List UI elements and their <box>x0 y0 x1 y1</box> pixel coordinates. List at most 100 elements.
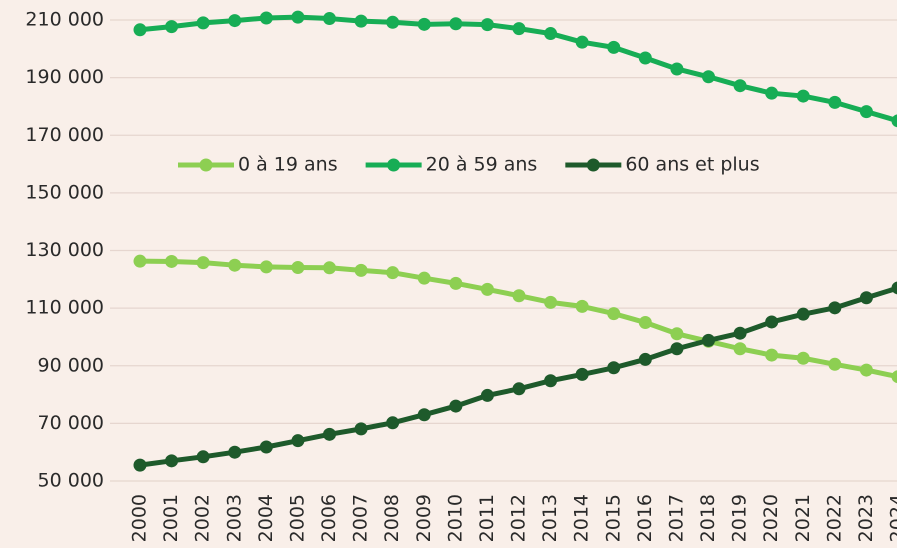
point <box>859 105 873 119</box>
point <box>859 291 873 305</box>
point <box>417 408 431 422</box>
point <box>228 445 242 459</box>
legend-marker <box>199 158 213 172</box>
point <box>638 51 652 65</box>
point <box>828 95 842 109</box>
point <box>386 416 400 430</box>
point <box>796 307 810 321</box>
point <box>449 17 463 31</box>
point <box>575 35 589 49</box>
point <box>386 15 400 29</box>
x-tick-label: 2021 <box>792 494 814 542</box>
point <box>259 260 273 274</box>
point <box>228 258 242 272</box>
point <box>702 70 715 84</box>
point <box>891 281 897 295</box>
point <box>165 254 179 268</box>
x-tick-label: 2020 <box>760 494 782 542</box>
x-tick-label: 2014 <box>571 494 593 542</box>
point <box>133 458 147 472</box>
point <box>796 89 810 103</box>
x-tick-label: 2012 <box>508 494 530 542</box>
y-tick-label: 210 000 <box>25 9 104 31</box>
point <box>417 271 431 285</box>
legend-label: 60 ans et plus <box>625 154 759 176</box>
x-tick-label: 2002 <box>192 494 214 542</box>
point <box>449 276 463 290</box>
point <box>638 352 652 366</box>
legend-label: 20 à 59 ans <box>426 154 538 176</box>
point <box>575 299 589 313</box>
x-tick-label: 2009 <box>413 494 435 542</box>
point <box>765 86 779 100</box>
x-tick-label: 2001 <box>160 494 182 542</box>
point <box>386 266 400 280</box>
point <box>670 327 684 341</box>
x-tick-label: 2018 <box>697 494 719 542</box>
point <box>733 79 747 93</box>
point <box>544 295 558 309</box>
point <box>165 454 179 468</box>
point <box>891 114 897 128</box>
point <box>228 14 242 28</box>
point <box>323 12 336 26</box>
point <box>480 388 494 402</box>
point <box>323 261 336 275</box>
point <box>638 316 652 330</box>
point <box>828 357 842 371</box>
point <box>449 399 463 413</box>
x-tick-label: 2004 <box>255 494 277 542</box>
point <box>891 370 897 384</box>
x-tick-label: 2008 <box>381 494 403 542</box>
point <box>165 20 179 34</box>
x-tick-label: 2000 <box>129 494 151 542</box>
point <box>796 351 810 365</box>
x-tick-label: 2005 <box>286 494 308 542</box>
y-tick-label: 70 000 <box>38 412 104 434</box>
x-tick-label: 2017 <box>665 494 687 542</box>
x-tick-label: 2007 <box>350 494 372 542</box>
x-tick-label: 2013 <box>539 494 561 542</box>
legend-label: 0 à 19 ans <box>238 154 338 176</box>
x-tick-label: 2019 <box>729 494 751 542</box>
point <box>544 374 558 388</box>
point <box>480 282 494 296</box>
point <box>259 11 273 25</box>
x-tick-label: 2003 <box>223 494 245 542</box>
point <box>859 363 873 377</box>
legend-marker <box>586 158 600 172</box>
point <box>544 27 558 41</box>
point <box>133 23 147 37</box>
y-tick-label: 110 000 <box>25 297 104 319</box>
point <box>765 315 779 329</box>
y-tick-label: 130 000 <box>25 239 104 261</box>
legend-marker <box>387 158 401 172</box>
point <box>702 333 715 347</box>
point <box>512 22 526 36</box>
point <box>512 289 526 303</box>
point <box>323 427 336 441</box>
point <box>417 17 431 31</box>
point <box>291 434 305 448</box>
point <box>196 256 210 270</box>
point <box>259 440 273 454</box>
x-tick-label: 2024 <box>887 494 897 542</box>
x-tick-label: 2022 <box>823 494 845 542</box>
x-tick-label: 2006 <box>318 494 340 542</box>
point <box>607 361 621 375</box>
point <box>291 10 305 24</box>
point <box>291 260 305 274</box>
point <box>575 367 589 381</box>
point <box>480 18 494 32</box>
y-tick-label: 170 000 <box>25 124 104 146</box>
point <box>354 422 368 436</box>
point <box>354 263 368 277</box>
y-tick-label: 190 000 <box>25 66 104 88</box>
point <box>196 16 210 30</box>
point <box>670 62 684 76</box>
y-tick-label: 50 000 <box>38 470 104 492</box>
point <box>196 450 210 464</box>
point <box>133 254 147 268</box>
